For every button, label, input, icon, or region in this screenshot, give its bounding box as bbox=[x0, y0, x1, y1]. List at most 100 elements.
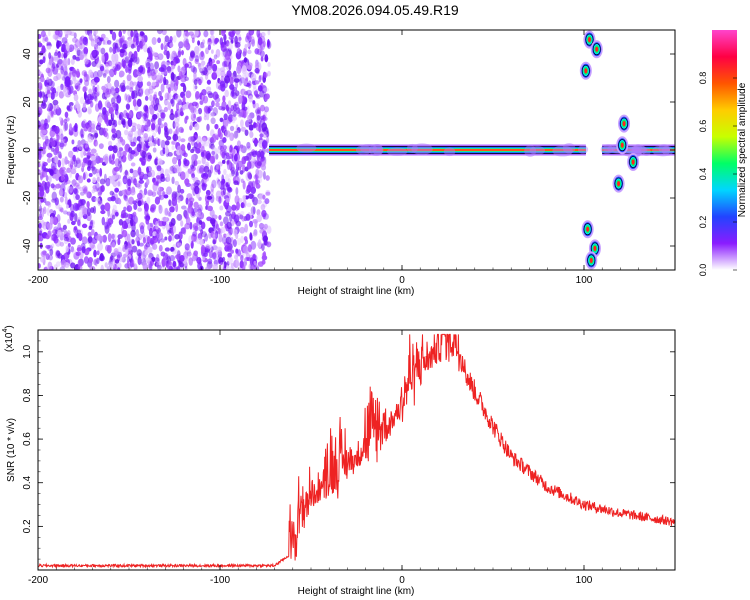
noise-point bbox=[252, 218, 259, 224]
noise-point bbox=[133, 178, 137, 186]
snr-panel: -200 -100 0 100 0.2 0.4 0.6 0.8 1.0 Height of s… bbox=[2, 325, 676, 597]
noise-point bbox=[122, 175, 128, 185]
noise-point bbox=[239, 170, 244, 175]
noise-point bbox=[243, 257, 248, 267]
noise-point bbox=[240, 88, 246, 96]
noise-point bbox=[46, 181, 51, 190]
noise-point bbox=[55, 261, 61, 267]
spot-layer bbox=[593, 245, 597, 251]
noise-point bbox=[170, 246, 175, 252]
noise-point bbox=[157, 53, 164, 61]
noise-point bbox=[103, 52, 109, 62]
noise-point bbox=[61, 47, 65, 53]
noise-point bbox=[135, 36, 139, 46]
spot-layer bbox=[631, 159, 635, 165]
noise-point bbox=[154, 196, 161, 205]
noise-point bbox=[247, 80, 252, 89]
noise-point bbox=[111, 53, 116, 63]
noise-point bbox=[129, 80, 134, 90]
noise-point bbox=[99, 167, 103, 177]
noise-point bbox=[117, 160, 122, 169]
noise-point bbox=[50, 183, 55, 189]
noise-point bbox=[46, 152, 53, 158]
x-tick-label: 0 bbox=[399, 275, 405, 286]
noise-point bbox=[219, 262, 225, 270]
noise-point bbox=[72, 179, 76, 187]
noise-point bbox=[39, 123, 45, 130]
carrier-blob bbox=[296, 143, 317, 153]
noise-point bbox=[122, 30, 126, 35]
noise-point bbox=[196, 237, 203, 245]
noise-point bbox=[122, 59, 126, 69]
noise-point bbox=[256, 115, 261, 121]
noise-point bbox=[102, 72, 107, 78]
noise-point bbox=[163, 207, 169, 216]
noise-point bbox=[66, 167, 71, 173]
y-tick-label: 0.6 bbox=[22, 432, 33, 446]
noise-point bbox=[79, 78, 83, 83]
noise-point bbox=[261, 140, 268, 149]
noise-point bbox=[111, 241, 116, 248]
noise-point bbox=[214, 38, 218, 45]
noise-point bbox=[235, 129, 240, 139]
noise-point bbox=[38, 110, 41, 118]
noise-point bbox=[109, 261, 116, 269]
noise-point bbox=[127, 117, 133, 127]
noise-point bbox=[160, 64, 167, 73]
noise-point bbox=[88, 256, 93, 264]
noise-point bbox=[134, 33, 140, 38]
noise-point bbox=[47, 244, 53, 252]
noise-point bbox=[94, 94, 99, 103]
noise-point bbox=[164, 247, 170, 252]
noise-point bbox=[133, 263, 137, 269]
noise-point bbox=[88, 88, 93, 95]
spot-outline bbox=[614, 177, 623, 190]
noise-point bbox=[100, 185, 105, 193]
noise-point bbox=[206, 123, 210, 132]
noise-point bbox=[126, 205, 133, 213]
noise-point bbox=[53, 52, 58, 57]
noise-point bbox=[156, 30, 163, 35]
noise-point bbox=[151, 123, 156, 131]
noise-point bbox=[53, 104, 57, 111]
noise-point bbox=[217, 227, 221, 235]
noise-point bbox=[136, 112, 143, 119]
noise-point bbox=[46, 106, 52, 112]
noise-point bbox=[96, 90, 101, 96]
noise-point bbox=[64, 49, 68, 55]
noise-point bbox=[201, 231, 207, 238]
noise-point bbox=[164, 168, 169, 177]
noise-point bbox=[118, 120, 122, 126]
noise-point bbox=[130, 150, 136, 155]
noise-point bbox=[88, 173, 93, 178]
noise-point bbox=[41, 91, 46, 98]
noise-point bbox=[129, 57, 133, 63]
y-tick-label: -20 bbox=[22, 190, 33, 205]
noise-point bbox=[206, 205, 213, 212]
noise-point bbox=[113, 102, 119, 111]
noise-point bbox=[201, 39, 206, 45]
noise-point bbox=[194, 45, 200, 55]
noise-point bbox=[130, 141, 136, 147]
noise-point bbox=[157, 37, 162, 44]
noise-point bbox=[229, 163, 235, 173]
noise-point bbox=[187, 142, 191, 151]
noise-point bbox=[149, 94, 153, 102]
noise-point bbox=[110, 112, 115, 122]
noise-point bbox=[246, 184, 252, 194]
noise-point bbox=[44, 201, 51, 206]
noise-point bbox=[190, 136, 196, 142]
noise-point bbox=[184, 171, 190, 179]
noise-point bbox=[42, 221, 48, 230]
noise-point bbox=[217, 181, 222, 189]
noise-point bbox=[47, 157, 52, 163]
noise-point bbox=[104, 156, 109, 165]
noise-point bbox=[38, 185, 44, 192]
noise-point bbox=[171, 62, 176, 70]
noise-point bbox=[38, 151, 42, 161]
noise-point bbox=[255, 108, 261, 114]
noise-point bbox=[85, 147, 91, 152]
noise-point bbox=[169, 206, 175, 213]
noise-point bbox=[168, 235, 172, 242]
noise-point bbox=[198, 220, 203, 225]
